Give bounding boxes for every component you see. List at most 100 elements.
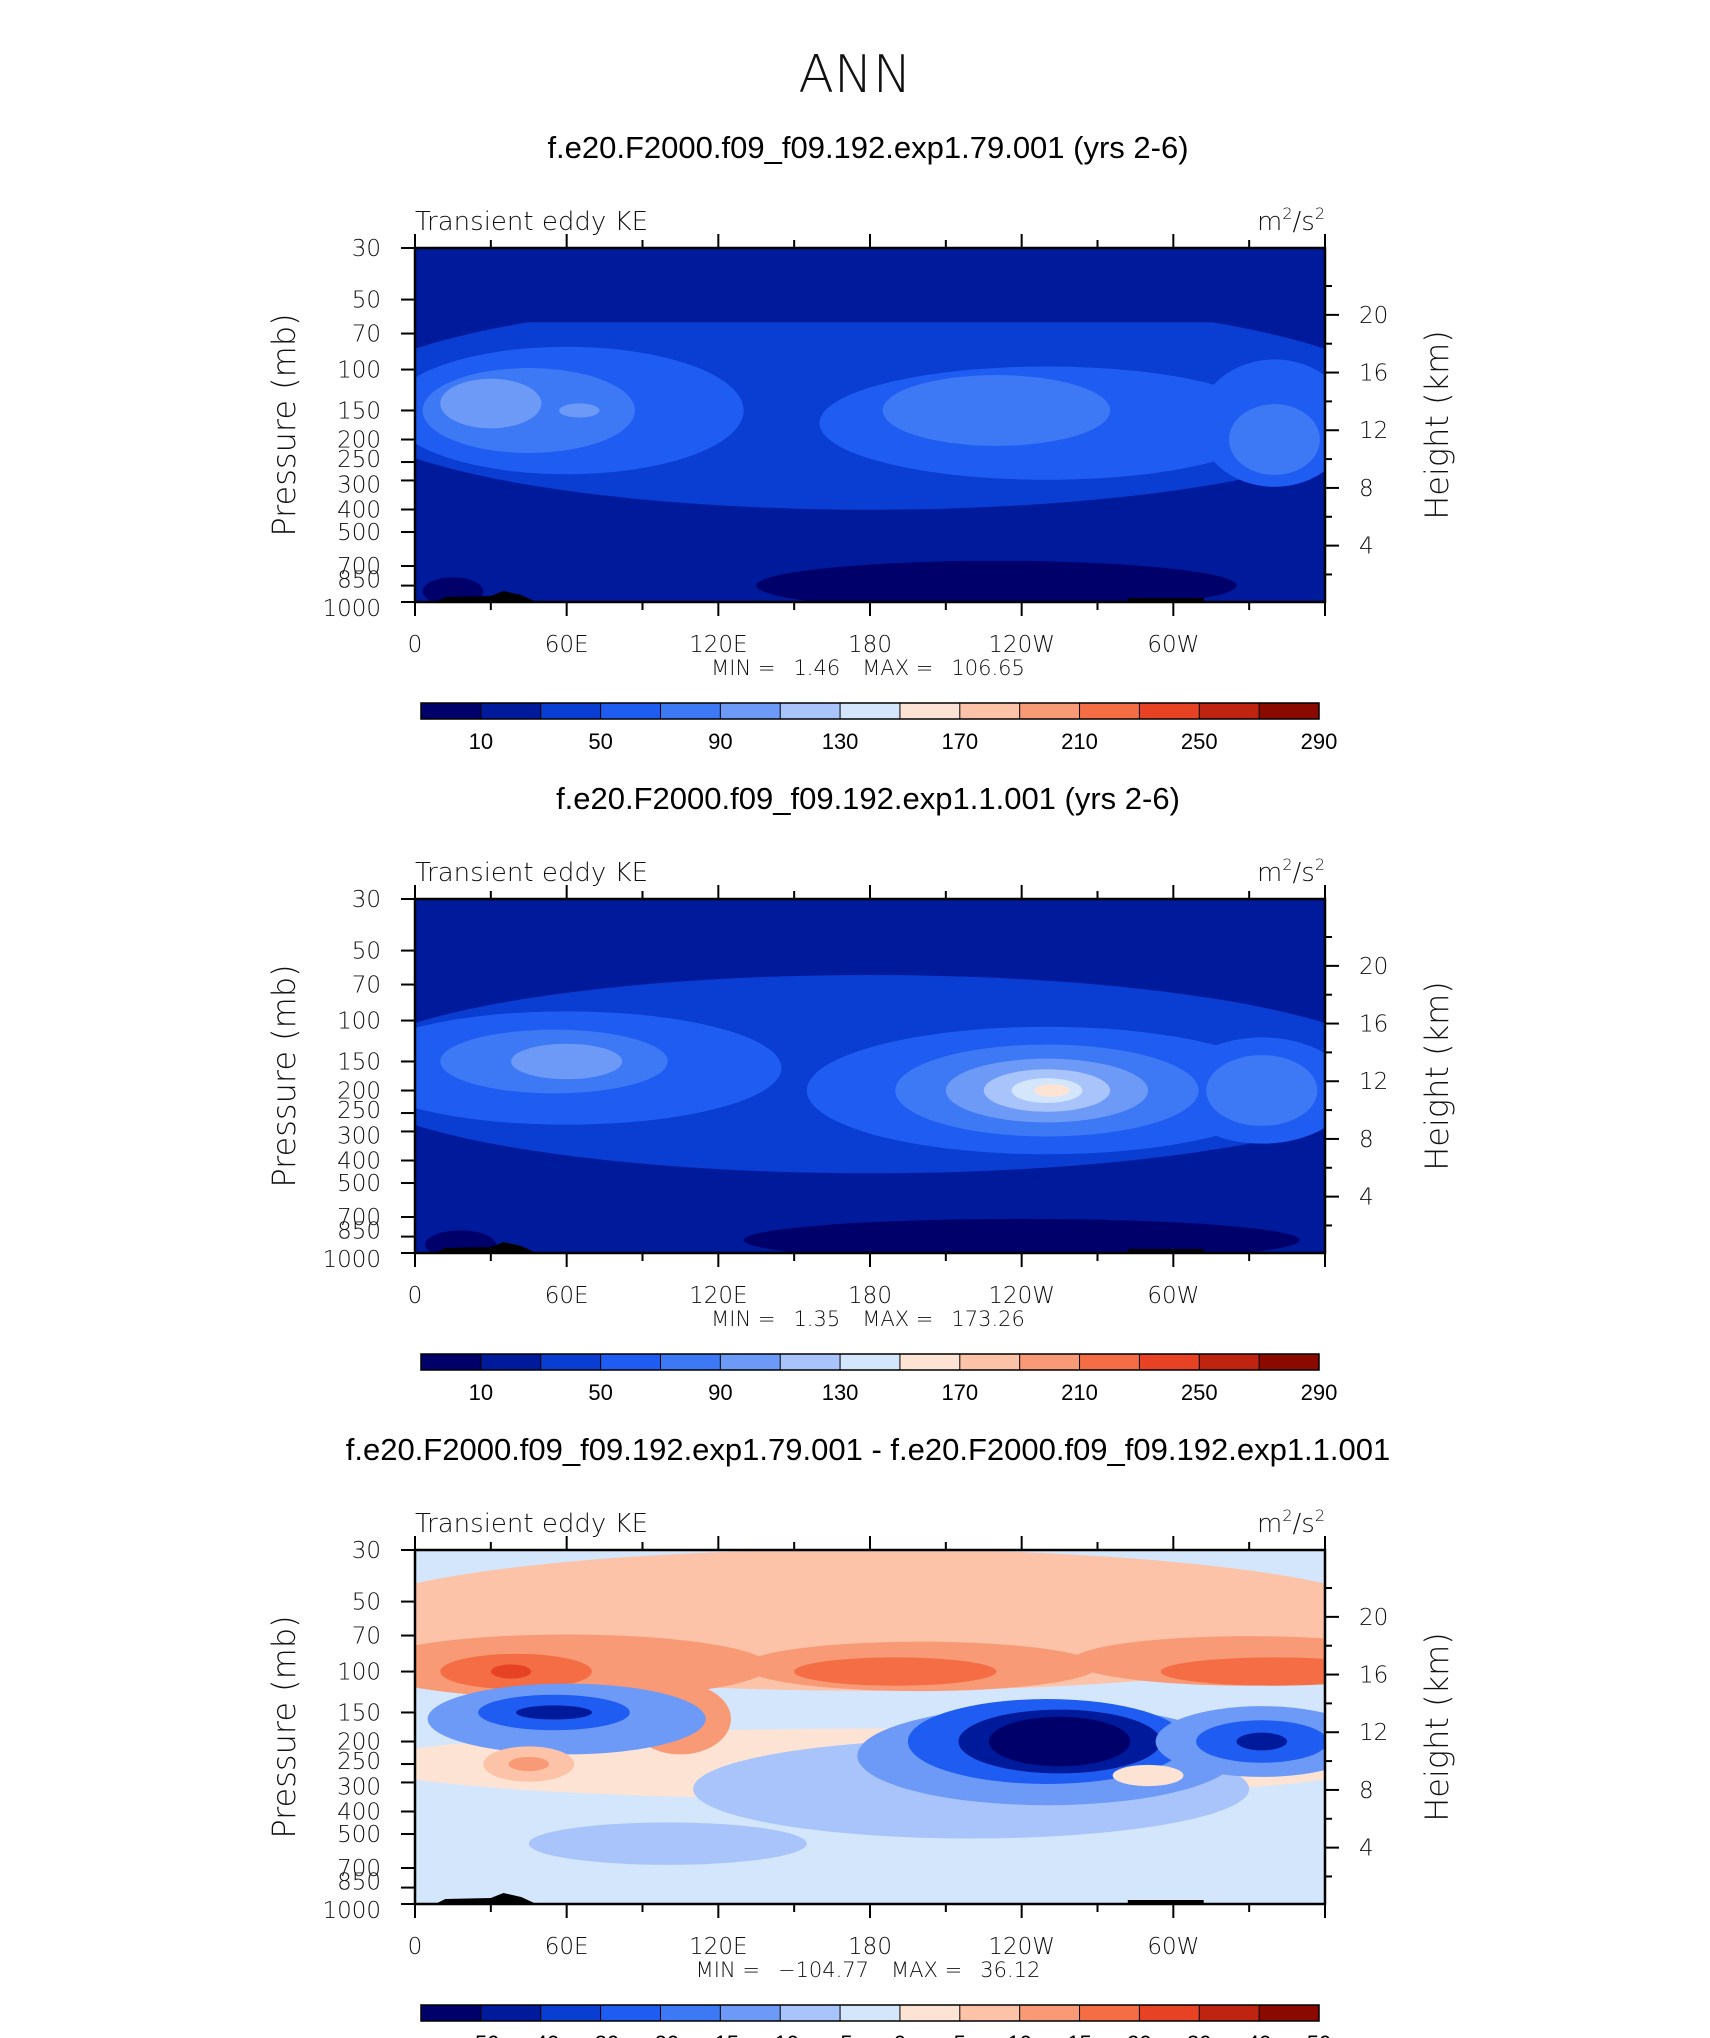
colorbar-label: 50 bbox=[1307, 2031, 1331, 2038]
max-label: MAX = bbox=[891, 1958, 962, 1982]
plot-area bbox=[415, 248, 1325, 602]
y-tick-label: 500 bbox=[337, 520, 381, 546]
colorbar-swatch bbox=[421, 1354, 482, 1370]
contour-region bbox=[490, 1664, 532, 1679]
min-max-readout: MIN = −104.77 MAX = 36.12 bbox=[696, 1958, 1041, 1982]
colorbar-swatch bbox=[899, 2005, 961, 2021]
y-tick-label: 500 bbox=[337, 1171, 381, 1197]
colorbar-swatch bbox=[1199, 2005, 1260, 2021]
units-mid: /s bbox=[1293, 858, 1315, 888]
contour-region bbox=[559, 403, 600, 418]
colorbar-label: 290 bbox=[1301, 1380, 1338, 1405]
y-tick-label: 850 bbox=[337, 1219, 381, 1245]
y-tick-label: 150 bbox=[337, 1049, 381, 1075]
max-value: 106.65 bbox=[951, 656, 1024, 680]
colorbar-swatch bbox=[660, 1354, 721, 1370]
colorbar-swatch bbox=[660, 2005, 721, 2021]
y-tick-label: 400 bbox=[337, 1799, 381, 1825]
y2-tick-label: 12 bbox=[1359, 1720, 1388, 1746]
y-tick-label: 200 bbox=[337, 1730, 381, 1756]
y-tick-label: 400 bbox=[337, 497, 381, 523]
contour-region bbox=[988, 1716, 1131, 1767]
topography bbox=[1127, 1900, 1204, 1904]
colorbar-swatch bbox=[480, 1354, 542, 1370]
colorbar-label: 40 bbox=[1247, 2031, 1271, 2038]
x-tick-label: 180 bbox=[848, 632, 892, 658]
panels: f.e20.F2000.f09_f09.192.exp1.79.001 (yrs… bbox=[265, 130, 1456, 2038]
y-tick-label: 1000 bbox=[322, 1898, 381, 1924]
y-tick-label: 1000 bbox=[322, 596, 381, 622]
x-tick-label: 60W bbox=[1147, 632, 1199, 658]
colorbar-label: 250 bbox=[1181, 729, 1218, 754]
colorbar-swatch bbox=[1139, 703, 1200, 719]
y2-tick-label: 20 bbox=[1359, 954, 1388, 980]
colorbar-swatch bbox=[720, 703, 781, 719]
x-tick-label: 60E bbox=[545, 632, 589, 658]
colorbar-label: 15 bbox=[1067, 2031, 1091, 2038]
colorbar-label: 170 bbox=[941, 729, 978, 754]
y2-axis-label: Height (km) bbox=[1418, 1632, 1456, 1822]
y2-tick-label: 4 bbox=[1359, 1836, 1374, 1862]
contour-region bbox=[528, 1822, 807, 1865]
y-tick-label: 300 bbox=[337, 1774, 381, 1800]
y2-tick-label: 12 bbox=[1359, 418, 1388, 444]
colorbar-label: 130 bbox=[822, 1380, 859, 1405]
contour-region bbox=[794, 1657, 997, 1686]
y-tick-label: 200 bbox=[337, 428, 381, 454]
y-axis-label: Pressure (mb) bbox=[265, 1615, 303, 1838]
contour-region bbox=[756, 560, 1237, 602]
min-value: 1.46 bbox=[793, 656, 840, 680]
colorbar-label: 170 bbox=[941, 1380, 978, 1405]
y-tick-label: 50 bbox=[352, 288, 381, 314]
colorbar-swatch bbox=[840, 1354, 901, 1370]
colorbar-swatch bbox=[660, 703, 721, 719]
units-sup: 2 bbox=[1282, 204, 1292, 223]
y-tick-label: 50 bbox=[352, 1590, 381, 1616]
x-tick-label: 120W bbox=[988, 1283, 1055, 1309]
colorbar-swatch bbox=[720, 1354, 781, 1370]
colorbar-swatch bbox=[720, 2005, 781, 2021]
colorbar-swatch bbox=[1019, 703, 1081, 719]
contour-region bbox=[743, 1218, 1300, 1253]
y-tick-label: 200 bbox=[337, 1079, 381, 1105]
min-label: MIN = bbox=[711, 656, 775, 680]
colorbar-label: 50 bbox=[588, 1380, 612, 1405]
y-tick-label: 150 bbox=[337, 1700, 381, 1726]
colorbar-swatch bbox=[840, 703, 901, 719]
colorbar-swatch bbox=[600, 1354, 661, 1370]
panel-title: f.e20.F2000.f09_f09.192.exp1.79.001 - f.… bbox=[346, 1432, 1391, 1467]
topography bbox=[1127, 598, 1204, 602]
contour-region bbox=[882, 375, 1111, 446]
colorbar-swatch bbox=[1199, 703, 1260, 719]
min-value: −104.77 bbox=[778, 1958, 869, 1982]
max-value: 173.26 bbox=[951, 1307, 1024, 1331]
x-tick-label: 120E bbox=[689, 1934, 747, 1960]
min-label: MIN = bbox=[696, 1958, 760, 1982]
y2-tick-label: 4 bbox=[1359, 534, 1374, 560]
field-label: Transient eddy KE bbox=[415, 858, 648, 888]
colorbar-swatch bbox=[480, 703, 542, 719]
y2-tick-label: 16 bbox=[1359, 1663, 1388, 1689]
y2-tick-label: 16 bbox=[1359, 361, 1388, 387]
y-tick-label: 700 bbox=[337, 1856, 381, 1882]
colorbar-swatch bbox=[1199, 1354, 1260, 1370]
plot-area bbox=[415, 899, 1325, 1253]
x-tick-label: 120E bbox=[689, 632, 747, 658]
upper-band bbox=[415, 248, 1325, 323]
contour-region bbox=[511, 1043, 623, 1080]
y2-axis-label: Height (km) bbox=[1418, 330, 1456, 520]
x-tick-label: 0 bbox=[408, 632, 423, 658]
y-tick-label: 700 bbox=[337, 1205, 381, 1231]
contour-region bbox=[1206, 1055, 1318, 1126]
units-sup: 2 bbox=[1282, 1506, 1292, 1525]
panel-1: f.e20.F2000.f09_f09.192.exp1.79.001 (yrs… bbox=[265, 130, 1456, 754]
contour-region bbox=[1228, 404, 1320, 475]
units-label: m2/s2 bbox=[1257, 204, 1325, 237]
colorbar-label: −20 bbox=[642, 2031, 679, 2038]
colorbar-label: 30 bbox=[1187, 2031, 1211, 2038]
colorbar-label: 130 bbox=[822, 729, 859, 754]
x-tick-label: 120E bbox=[689, 1283, 747, 1309]
x-tick-label: 0 bbox=[408, 1934, 423, 1960]
y-tick-label: 70 bbox=[352, 322, 381, 348]
colorbar-swatch bbox=[959, 703, 1021, 719]
